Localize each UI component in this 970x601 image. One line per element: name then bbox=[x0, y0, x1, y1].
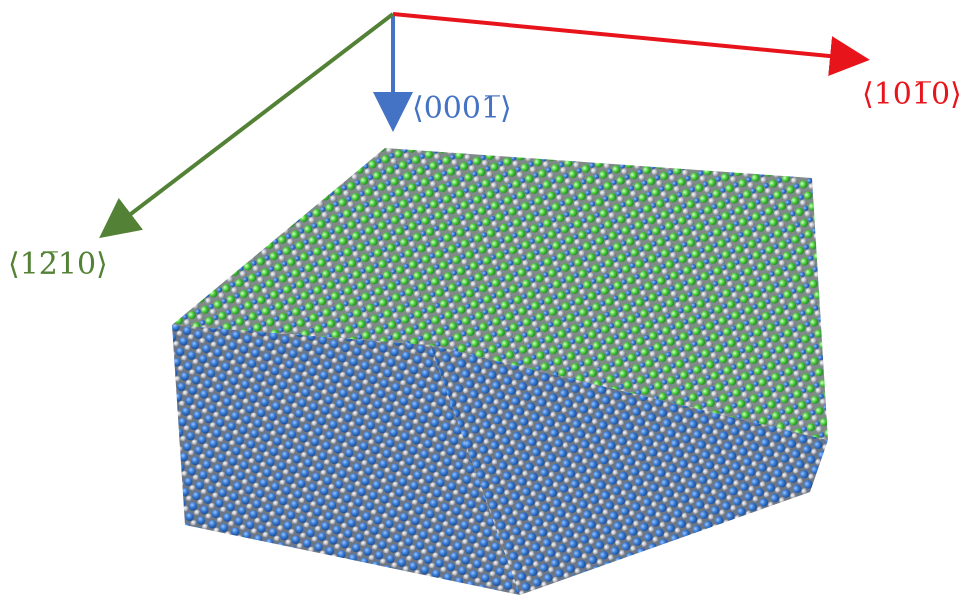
crystal-figure: ⟨0001̅⟩ ⟨101̅0⟩ ⟨12̅10⟩ bbox=[0, 0, 970, 601]
crystal-block bbox=[172, 148, 828, 595]
axis-label-vertical: ⟨0001̅⟩ bbox=[412, 91, 512, 126]
axis-label-left: ⟨12̅10⟩ bbox=[8, 247, 108, 282]
axis-arrow-right bbox=[393, 14, 850, 58]
axis-label-right: ⟨101̅0⟩ bbox=[862, 77, 962, 112]
